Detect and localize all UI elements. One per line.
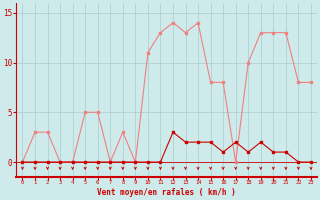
X-axis label: Vent moyen/en rafales ( km/h ): Vent moyen/en rafales ( km/h ) (97, 188, 236, 197)
